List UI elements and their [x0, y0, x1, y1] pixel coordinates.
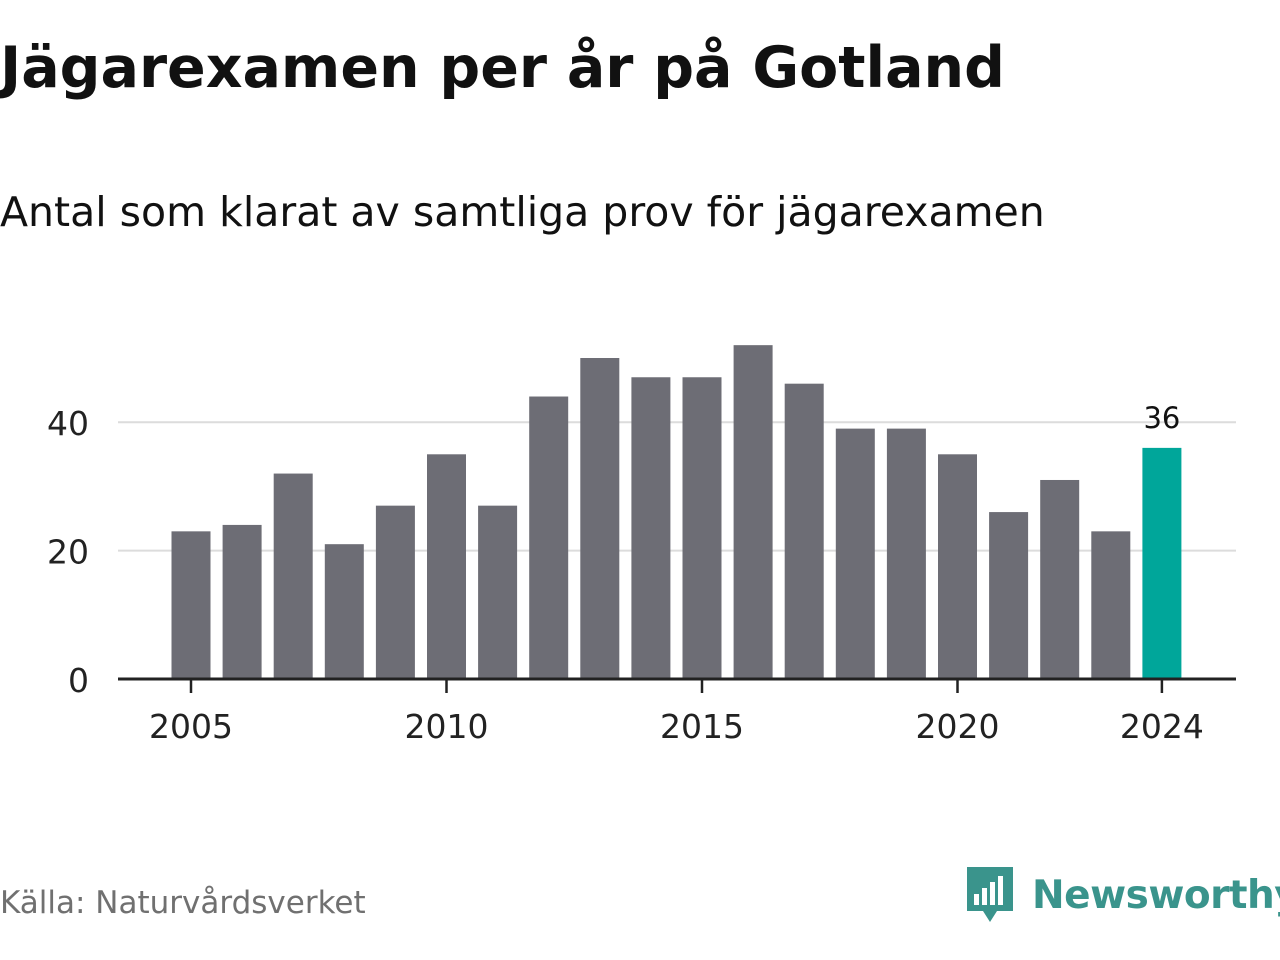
- chart-subtitle: Antal som klarat av samtliga prov för jä…: [0, 188, 1045, 236]
- bar-2012[interactable]: [529, 396, 569, 679]
- newsworthy-logo-icon: [967, 867, 1013, 922]
- bar-2009[interactable]: [375, 505, 415, 679]
- bar-2016[interactable]: [733, 345, 773, 679]
- bar-2015[interactable]: [682, 377, 722, 679]
- bar-2023[interactable]: [1091, 531, 1131, 679]
- y-tick-label-0: 0: [68, 661, 89, 700]
- axes: [118, 677, 1236, 693]
- bar-2008[interactable]: [324, 544, 364, 679]
- bar-2018[interactable]: [835, 428, 875, 679]
- data-label-2024: 36: [1143, 401, 1180, 435]
- bars: [171, 345, 1182, 679]
- x-tick-label-2010: 2010: [405, 707, 489, 746]
- bar-2006[interactable]: [222, 524, 262, 679]
- y-tick-label-40: 40: [47, 404, 89, 443]
- bar-2007[interactable]: [273, 473, 313, 679]
- bar-2020[interactable]: [938, 454, 977, 679]
- x-tick-label-2005: 2005: [149, 707, 233, 746]
- brand-name: Newsworthy: [1032, 872, 1280, 918]
- bar-2014[interactable]: [631, 377, 671, 679]
- x-tick-label-2015: 2015: [660, 707, 744, 746]
- bar-2019[interactable]: [886, 428, 926, 679]
- bar-2010[interactable]: [427, 454, 466, 679]
- bar-2024[interactable]: [1142, 447, 1182, 679]
- brand-logo[interactable]: Newsworthy: [964, 862, 1280, 928]
- bar-2017[interactable]: [784, 383, 824, 679]
- bar-2013[interactable]: [580, 358, 620, 679]
- source-note: Källa: Naturvårdsverket: [0, 885, 366, 921]
- bar-2022[interactable]: [1040, 479, 1080, 679]
- x-tick-label-2020: 2020: [916, 707, 1000, 746]
- x-tick-label-2024: 2024: [1120, 707, 1204, 746]
- y-tick-label-20: 20: [47, 533, 89, 572]
- bar-2005[interactable]: [171, 531, 211, 679]
- chart-title: Jägarexamen per år på Gotland: [0, 35, 1005, 101]
- labels: 0 20 40 2005 2010 2015 2020 2024 36: [47, 401, 1204, 746]
- bar-2011[interactable]: [478, 505, 518, 679]
- bar-2021[interactable]: [989, 512, 1029, 679]
